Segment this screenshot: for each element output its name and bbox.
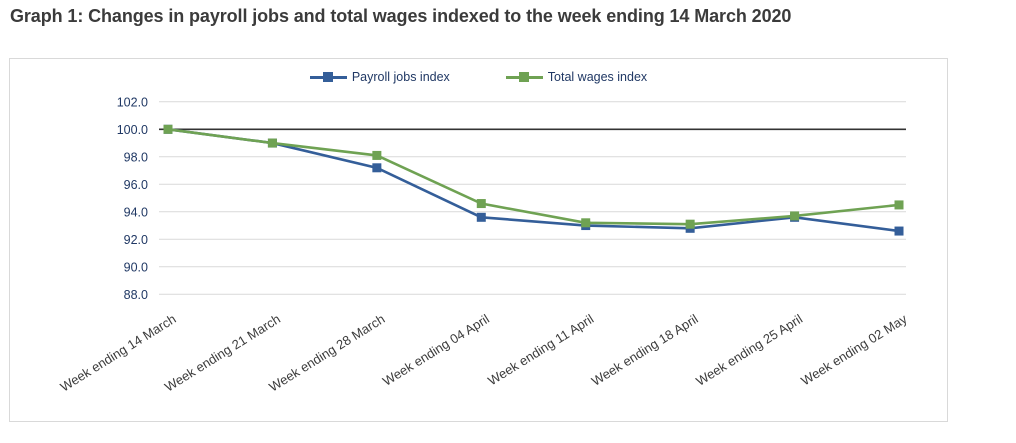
data-point-marker [163,124,173,134]
data-point-marker [581,218,591,228]
data-point-marker [372,163,382,173]
x-axis-tick-label: Week ending 18 April [589,311,701,389]
data-point-marker [372,150,382,160]
data-point-marker [894,200,904,210]
y-axis-tick-label: 88.0 [124,288,148,302]
x-axis-tick-label: Week ending 11 April [485,311,596,388]
y-axis-tick-label: 90.0 [124,260,148,274]
data-point-marker [476,199,486,209]
chart-title: Graph 1: Changes in payroll jobs and tot… [10,6,792,26]
data-point-marker [267,138,277,148]
y-axis-tick-label: 98.0 [124,150,148,164]
y-axis-tick-label: 94.0 [124,205,148,219]
series-line-payroll-jobs [167,128,900,233]
chart-plot-svg: 102.0 100.0 98.0 96.0 94.0 92.0 90.0 88.0 Week e… [57,95,910,394]
y-axis-tick-label: 92.0 [124,233,148,247]
chart-container: 102.0 100.0 98.0 96.0 94.0 92.0 90.0 88.0 Week e… [9,58,948,422]
data-point-marker [476,212,486,222]
x-axis-tick-label: Week ending 04 April [380,311,492,389]
series-line-total-wages [167,128,900,226]
x-axis-tick-label: Week ending 14 March [57,311,178,394]
x-axis-tick-label: Week ending 25 April [693,311,805,389]
data-point-marker [790,211,800,221]
y-axis-tick-label: 102.0 [117,95,148,109]
data-point-marker [685,219,695,229]
x-axis-tick-label: Week ending 28 March [266,311,387,394]
y-axis-tick-label: 100.0 [117,123,148,137]
y-axis-tick-label: 96.0 [124,178,148,192]
data-point-marker [894,226,904,236]
x-axis-tick-label: Week ending 21 March [162,311,283,394]
x-axis-tick-label: Week ending 02 May [798,311,910,389]
